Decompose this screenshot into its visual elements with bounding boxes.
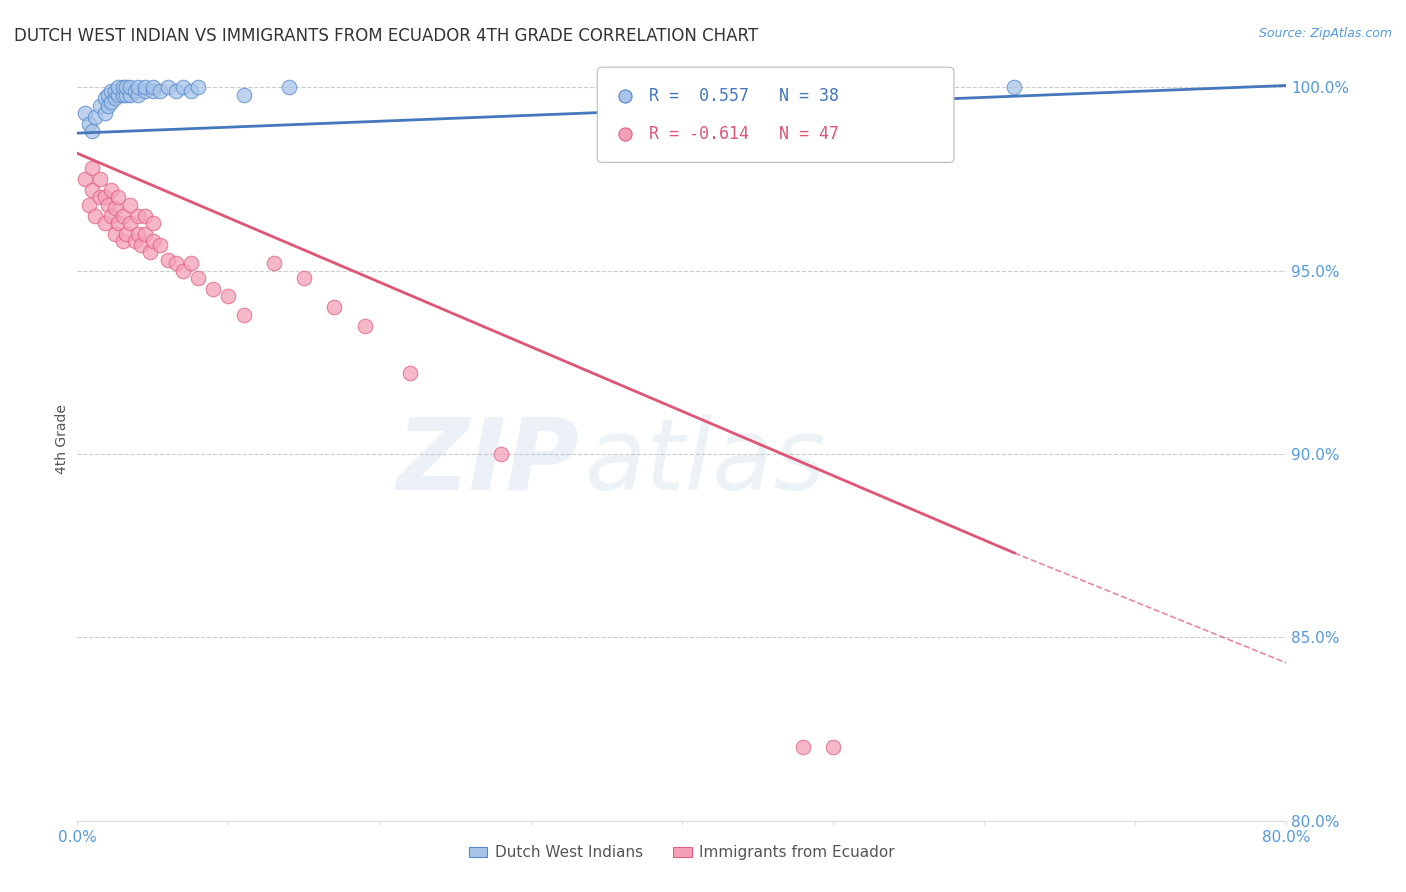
FancyBboxPatch shape: [598, 67, 955, 162]
Point: [89, 98, 111, 112]
Point: [114, 80, 136, 95]
Point: [114, 87, 136, 102]
Text: R = -0.614   N = 47: R = -0.614 N = 47: [650, 125, 839, 143]
Point: [142, 235, 165, 249]
Point: [129, 238, 152, 252]
Point: [1004, 80, 1026, 95]
Point: [232, 87, 254, 102]
Point: [104, 84, 127, 98]
Text: atlas: atlas: [585, 414, 827, 511]
Text: ZIP: ZIP: [396, 414, 579, 511]
Y-axis label: 4th Grade: 4th Grade: [55, 404, 69, 475]
Point: [127, 209, 149, 223]
Point: [93, 216, 115, 230]
Point: [353, 318, 375, 333]
Point: [149, 238, 172, 252]
Point: [292, 271, 315, 285]
Point: [127, 87, 149, 102]
Point: [84, 110, 107, 124]
Point: [89, 172, 111, 186]
Point: [218, 289, 240, 303]
Point: [104, 91, 127, 105]
Point: [107, 216, 129, 230]
Point: [134, 80, 156, 95]
Point: [73, 172, 96, 186]
Point: [111, 235, 134, 249]
Point: [124, 84, 146, 98]
Point: [134, 84, 156, 98]
Point: [399, 367, 422, 381]
Point: [111, 87, 134, 102]
Point: [180, 256, 202, 270]
Point: [82, 161, 104, 175]
Text: DUTCH WEST INDIAN VS IMMIGRANTS FROM ECUADOR 4TH GRADE CORRELATION CHART: DUTCH WEST INDIAN VS IMMIGRANTS FROM ECU…: [14, 27, 758, 45]
Text: Source: ZipAtlas.com: Source: ZipAtlas.com: [1258, 27, 1392, 40]
Point: [172, 80, 194, 95]
Point: [489, 447, 512, 461]
Point: [165, 84, 187, 98]
Point: [323, 301, 346, 315]
Point: [263, 256, 285, 270]
Point: [278, 80, 301, 95]
Point: [79, 197, 101, 211]
Point: [73, 106, 96, 120]
Legend: Dutch West Indians, Immigrants from Ecuador: Dutch West Indians, Immigrants from Ecua…: [463, 839, 901, 866]
Point: [187, 271, 209, 285]
Point: [100, 84, 122, 98]
Point: [82, 124, 104, 138]
Point: [134, 227, 156, 241]
Point: [93, 91, 115, 105]
Point: [157, 80, 180, 95]
Point: [202, 282, 225, 296]
Point: [84, 209, 107, 223]
Point: [107, 190, 129, 204]
Point: [120, 216, 142, 230]
Point: [104, 227, 127, 241]
Point: [96, 197, 118, 211]
Point: [93, 190, 115, 204]
Point: [120, 197, 142, 211]
Point: [111, 209, 134, 223]
Point: [127, 80, 149, 95]
Point: [180, 84, 202, 98]
Point: [96, 87, 118, 102]
Point: [149, 84, 172, 98]
Text: R =  0.557   N = 38: R = 0.557 N = 38: [650, 87, 839, 104]
Point: [821, 740, 844, 755]
Point: [139, 245, 162, 260]
Point: [120, 80, 142, 95]
Point: [104, 202, 127, 216]
Point: [114, 227, 136, 241]
Point: [751, 260, 773, 275]
Point: [100, 95, 122, 109]
Point: [107, 80, 129, 95]
Point: [96, 98, 118, 112]
Point: [100, 209, 122, 223]
Point: [82, 183, 104, 197]
Point: [142, 80, 165, 95]
Point: [107, 87, 129, 102]
Point: [134, 209, 156, 223]
Point: [792, 740, 814, 755]
Point: [120, 87, 142, 102]
Point: [187, 80, 209, 95]
Point: [157, 252, 180, 267]
Point: [124, 235, 146, 249]
Point: [89, 190, 111, 204]
Point: [751, 446, 773, 460]
Point: [111, 80, 134, 95]
Point: [165, 256, 187, 270]
Point: [142, 216, 165, 230]
Point: [127, 227, 149, 241]
Point: [172, 263, 194, 277]
Point: [93, 106, 115, 120]
Point: [100, 183, 122, 197]
Point: [232, 308, 254, 322]
Point: [641, 84, 664, 98]
Point: [79, 117, 101, 131]
Point: [142, 84, 165, 98]
